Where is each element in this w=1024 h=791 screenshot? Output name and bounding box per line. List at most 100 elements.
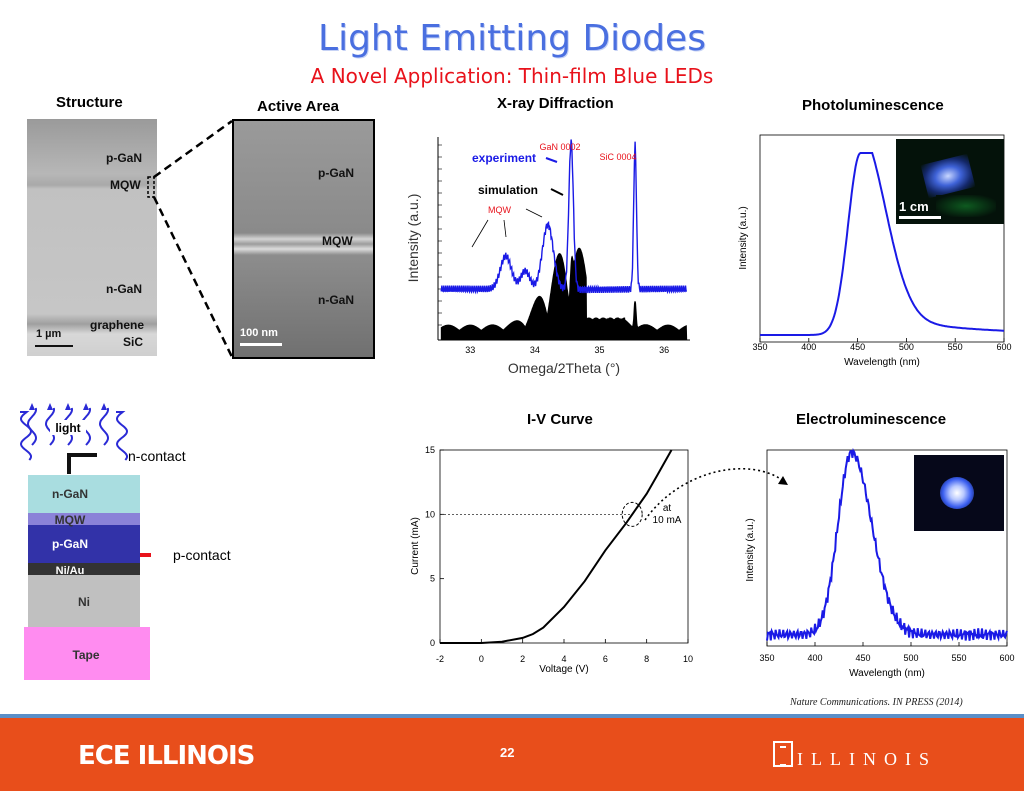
light-wave-arrowhead — [29, 403, 35, 410]
el-x-tick-label: 500 — [903, 653, 918, 663]
pl-y-axis-label: Intensity (a.u.) — [738, 206, 749, 269]
layer-n-gan — [28, 475, 140, 513]
active-layer-mqw: MQW — [322, 234, 353, 248]
xrd-x-tick-label: 33 — [465, 345, 475, 355]
el-frame — [766, 449, 1008, 647]
light-wave-side — [20, 411, 33, 461]
el-x-tick-label: 350 — [759, 653, 774, 663]
iv-el-connector — [644, 468, 788, 521]
iv-y-tick-label: 0 — [430, 638, 435, 648]
layer-p-gan — [28, 525, 140, 563]
tem-layer-pgan: p-GaN — [106, 151, 142, 165]
iv-x-tick-label: 2 — [520, 654, 525, 664]
el-series — [766, 447, 1008, 643]
xrd-annot-mqw: MQW — [488, 205, 511, 215]
active-area-label: Active Area — [257, 98, 339, 115]
light-label: light — [55, 421, 80, 435]
layer-label-mqw: MQW — [55, 513, 86, 527]
layer-mqw — [28, 513, 140, 525]
xrd-arrow-mqw-2 — [503, 219, 507, 238]
xrd-legend-experiment: experiment — [472, 151, 536, 165]
el-chart: 350 400 450 500 550 600 Wavelength (nm) Inten… — [745, 447, 1015, 679]
layer-label-ni: Ni — [78, 595, 90, 609]
pl-x-tick-label: 350 — [752, 342, 767, 352]
zoom-line-bottom — [152, 196, 234, 358]
pl-x-tick-label: 400 — [801, 342, 816, 352]
pl-x-tick-label: 600 — [996, 342, 1011, 352]
el-inset-photo — [914, 455, 1004, 531]
light-wave-arrowhead — [47, 403, 53, 410]
xrd-simulation-series — [440, 247, 688, 341]
zoom-box — [147, 176, 155, 198]
iv-annotation-line-1: at — [663, 503, 672, 514]
pl-frame — [759, 134, 1005, 343]
active-layer-ngan: n-GaN — [318, 293, 354, 307]
tem-scale-bar — [35, 345, 73, 347]
n-contact-label: n-contact — [128, 448, 186, 464]
zoom-connector — [147, 119, 234, 358]
iv-title: I-V Curve — [527, 411, 593, 428]
device-stack-diagram: light n-GaN MQW p-GaN Ni/Au Ni Tape — [20, 403, 151, 680]
active-scale-bar — [240, 343, 282, 346]
iv-x-tick-label: 6 — [603, 654, 608, 664]
iv-y-tick-label: 5 — [430, 574, 435, 584]
pl-title: Photoluminescence — [802, 97, 944, 114]
xrd-arrow-experiment — [545, 157, 558, 163]
footer-illinois-wordmark: ILLINOIS — [797, 749, 937, 769]
pl-inset-photo: 1 cm — [896, 139, 1004, 224]
xrd-arrow-mqw-3 — [525, 208, 543, 218]
page-number: 22 — [500, 745, 515, 760]
tem-active-area-image: p-GaN MQW n-GaN 100 nm — [232, 119, 375, 359]
layer-label-tape: Tape — [72, 648, 99, 662]
el-x-tick-label: 600 — [999, 653, 1014, 663]
pl-x-tick-label: 500 — [899, 342, 914, 352]
xrd-experiment-series — [440, 139, 688, 295]
illinois-logo-icon — [773, 741, 793, 767]
xrd-arrow-mqw-1 — [471, 219, 489, 248]
pl-series — [760, 152, 1004, 336]
layer-label-n-gan: n-GaN — [52, 487, 88, 501]
pl-x-axis-label: Wavelength (nm) — [844, 357, 920, 368]
el-x-tick-label: 550 — [951, 653, 966, 663]
pl-inset-glow — [936, 195, 996, 217]
iv-annotation: at 10 mA — [653, 503, 682, 526]
xrd-title: X-ray Diffraction — [497, 95, 614, 112]
iv-y-tick-label: 15 — [425, 445, 435, 455]
active-scale-label: 100 nm — [240, 327, 278, 339]
xrd-chart: 33 34 35 36 Omega/2Theta (°) Intensity (a.u… — [405, 137, 690, 376]
layer-tape — [24, 627, 150, 680]
light-wave-side — [115, 411, 129, 461]
pl-chart: 350 400 450 500 550 600 Wavelength (nm) Inten… — [738, 134, 1012, 368]
structure-label: Structure — [56, 94, 123, 111]
footer-ece-illinois: ECE ILLINOIS — [78, 741, 255, 771]
tem-structure-image: p-GaN MQW n-GaN graphene SiC 1 µm — [27, 119, 157, 356]
pl-emission-spot — [920, 153, 976, 199]
iv-x-axis-label: Voltage (V) — [539, 664, 588, 675]
active-layer-pgan: p-GaN — [318, 166, 354, 180]
slide-title: Light Emitting Diodes — [318, 18, 706, 59]
slide-subtitle: A Novel Application: Thin-film Blue LEDs — [310, 64, 714, 88]
iv-x-tick-label: 4 — [561, 654, 566, 664]
illinois-logo-mark — [780, 746, 786, 766]
pl-inset-scale-label: 1 cm — [899, 199, 929, 214]
tem-scale-label: 1 µm — [36, 328, 62, 340]
light-wave-arrowhead — [83, 403, 89, 410]
light-wave-arrowhead — [101, 403, 107, 410]
footer-bar — [0, 714, 1024, 791]
layer-label-p-gan: p-GaN — [52, 537, 88, 551]
iv-y-tick-label: 10 — [425, 509, 435, 519]
el-y-axis-label: Intensity (a.u.) — [745, 518, 756, 581]
tem-layer-sic: SiC — [123, 335, 144, 349]
el-x-tick-label: 450 — [855, 653, 870, 663]
xrd-x-tick-label: 36 — [659, 345, 669, 355]
iv-y-axis-label: Current (mA) — [410, 517, 421, 575]
iv-x-tick-label: 8 — [644, 654, 649, 664]
xrd-x-axis-label: Omega/2Theta (°) — [508, 360, 620, 376]
iv-x-tick-label: 0 — [479, 654, 484, 664]
el-x-axis-label: Wavelength (nm) — [849, 668, 925, 679]
tem-layer-ngan: n-GaN — [106, 282, 142, 296]
iv-x-tick-label: 10 — [683, 654, 693, 664]
n-contact-wire — [67, 453, 97, 474]
iv-series — [440, 449, 673, 644]
